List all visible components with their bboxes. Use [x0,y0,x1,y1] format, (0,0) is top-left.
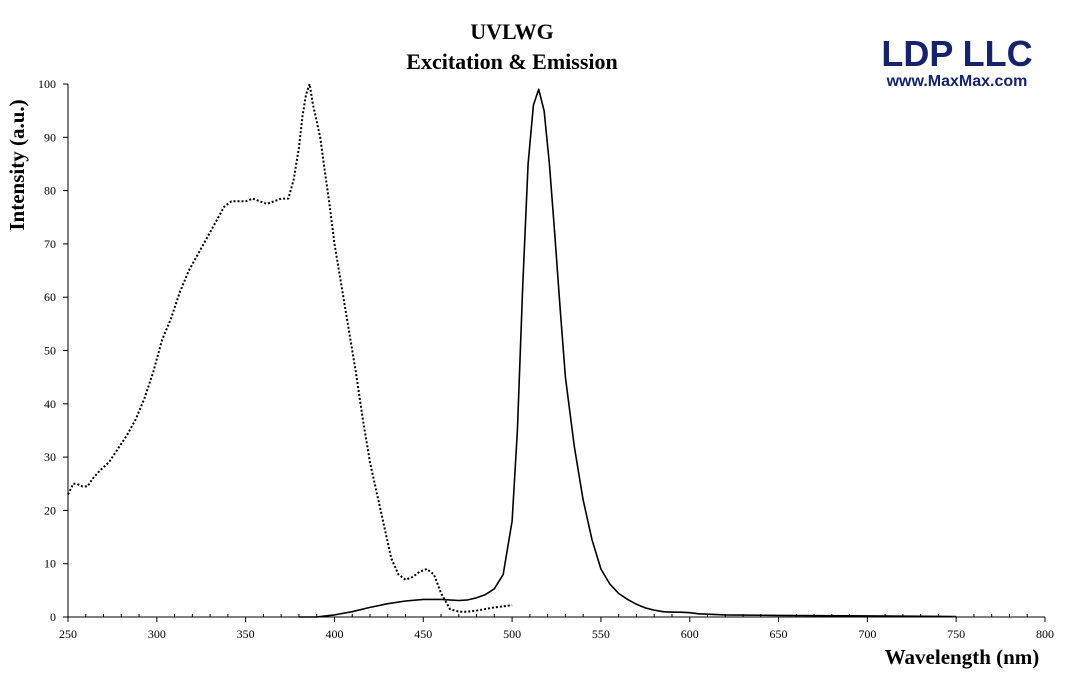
x-tick-label: 600 [681,627,699,641]
axes [67,84,1045,618]
y-axis-title: Intensity (a.u.) [5,99,29,230]
y-tick-label: 10 [44,557,56,571]
x-axis-ticks: 250 300 350 400 450 500 550 600 650 700 750 800 [59,614,1054,641]
x-tick-label: 550 [592,627,610,641]
y-tick-label: 30 [44,450,56,464]
y-tick-label: 50 [44,344,56,358]
x-tick-label: 450 [414,627,432,641]
x-axis-title: Wavelength (nm) [885,645,1040,669]
y-tick-label: 70 [44,237,56,251]
y-tick-label: 100 [38,77,56,91]
y-tick-label: 80 [44,184,56,198]
x-tick-label: 500 [503,627,521,641]
x-tick-label: 400 [325,627,343,641]
chart-title: UVLWG [470,19,554,44]
x-tick-label: 250 [59,627,77,641]
y-axis-ticks: 0 10 20 30 40 50 60 70 80 90 100 [38,77,68,624]
x-tick-label: 650 [770,627,788,641]
y-tick-label: 60 [44,290,56,304]
x-tick-label: 350 [237,627,255,641]
y-tick-label: 0 [50,610,56,624]
y-tick-label: 40 [44,397,56,411]
series-layer [67,83,957,618]
series-line-emission [298,88,957,618]
chart-subtitle: Excitation & Emission [406,49,617,74]
series-line-excitation [67,83,513,613]
y-tick-label: 90 [44,130,56,144]
brand-logo-url: www.MaxMax.com [886,73,1028,90]
brand-logo-name: LDP LLC [881,33,1032,74]
x-tick-label: 750 [947,627,965,641]
x-tick-label: 300 [148,627,166,641]
x-tick-label: 800 [1036,627,1054,641]
x-tick-label: 700 [858,627,876,641]
y-tick-label: 20 [44,503,56,517]
